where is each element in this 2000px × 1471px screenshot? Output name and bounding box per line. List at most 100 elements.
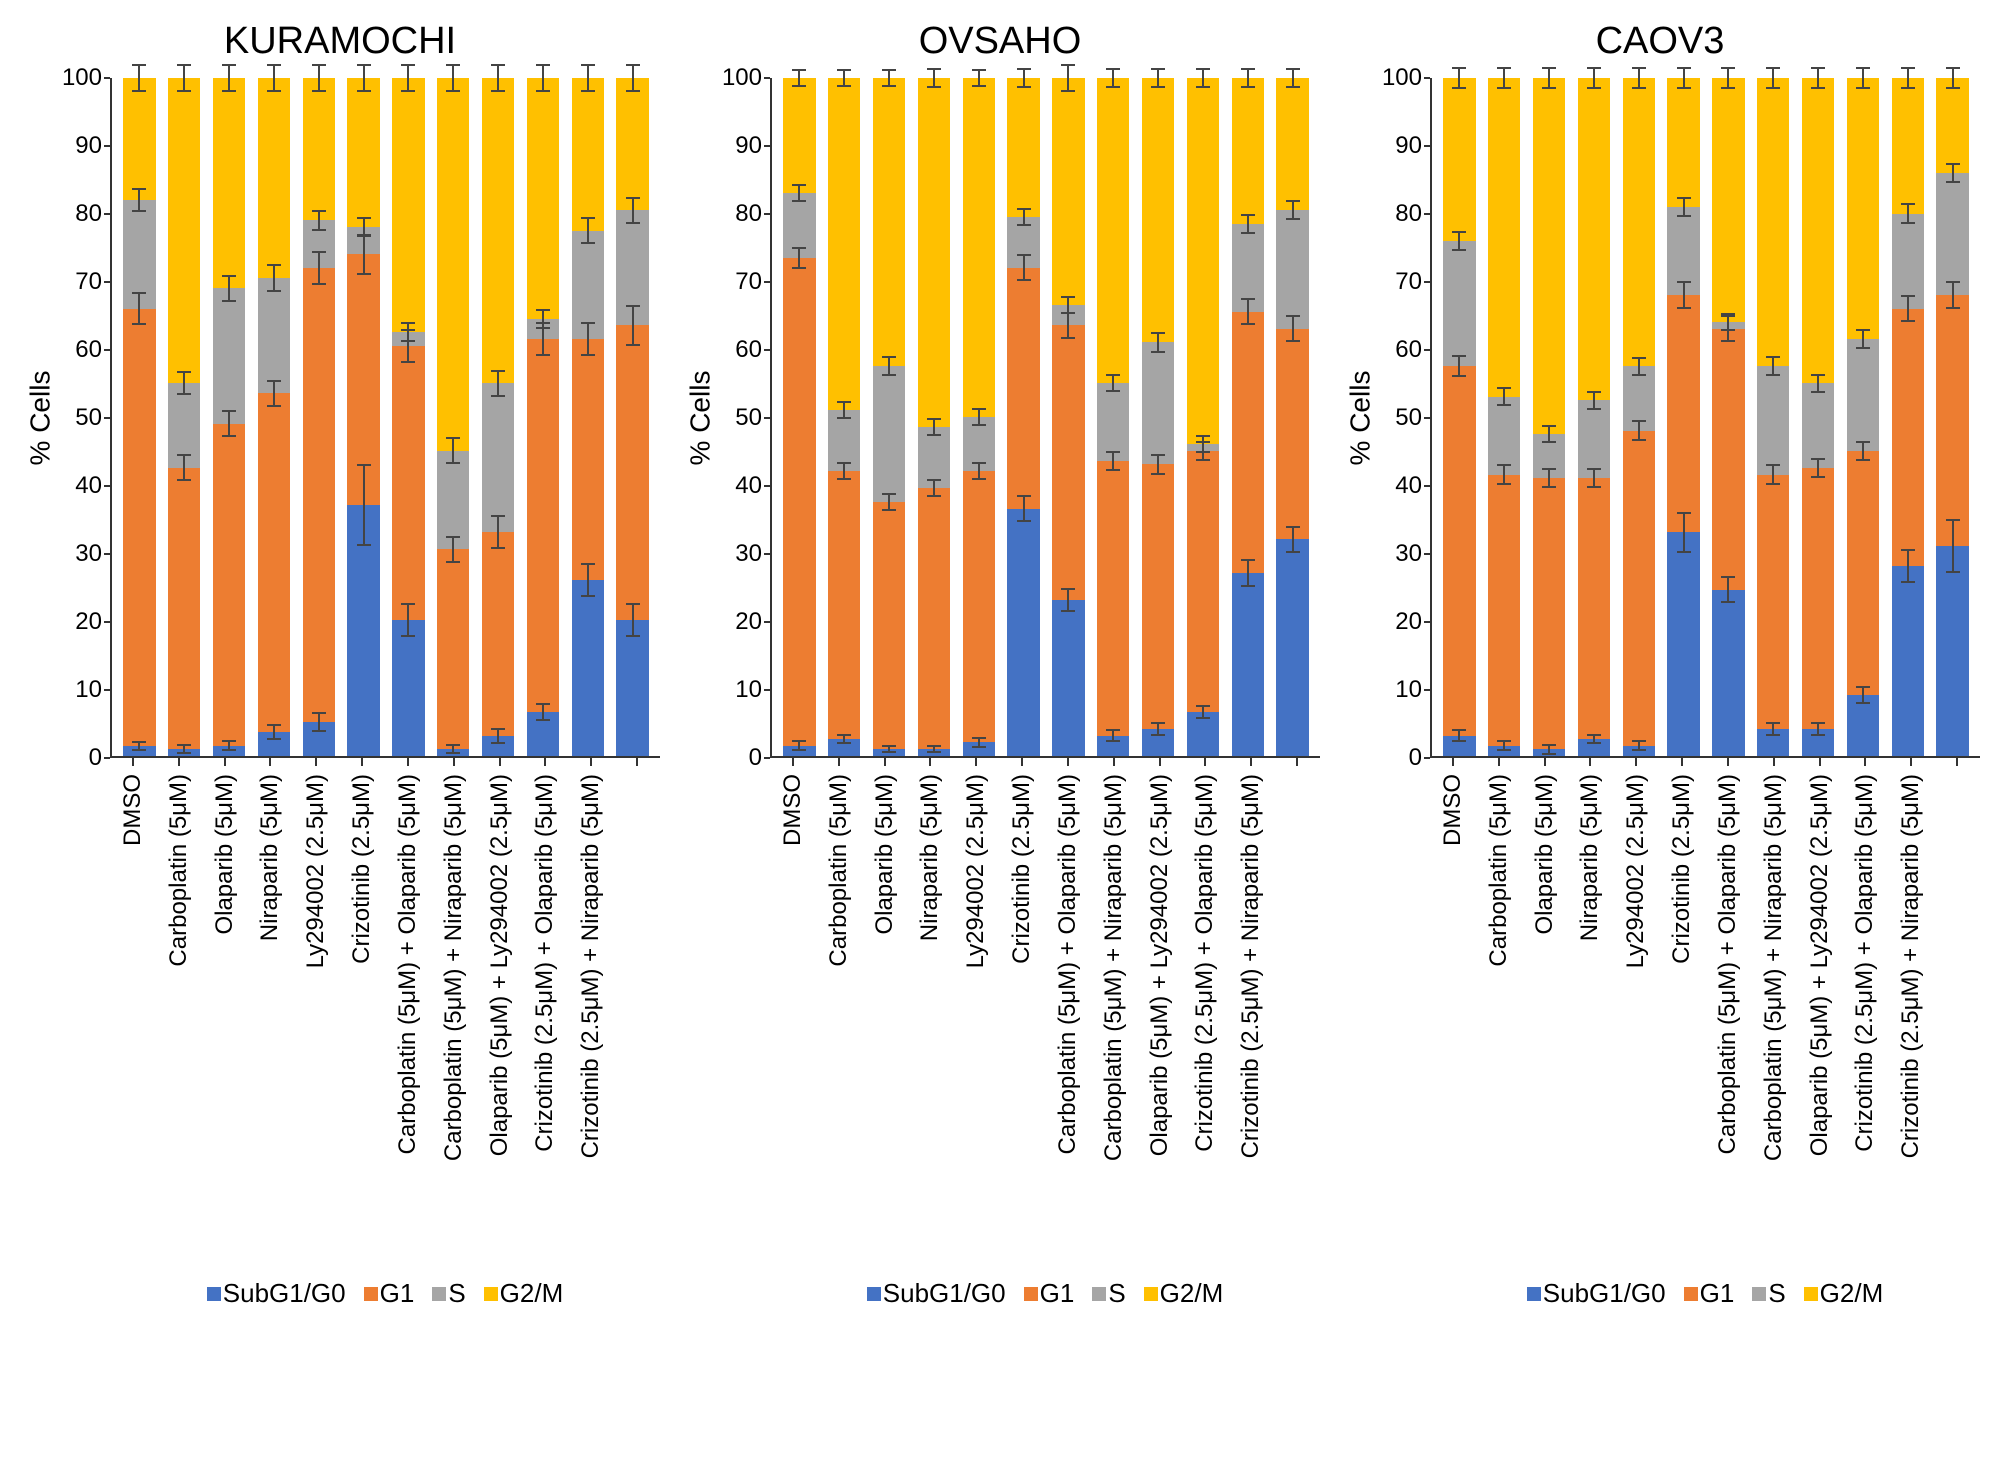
segment-subg1	[783, 746, 815, 756]
legend-item-s: S	[1752, 1278, 1785, 1309]
bar-slot	[1840, 78, 1885, 756]
y-tick-label: 30	[1395, 542, 1422, 566]
segment-s	[168, 383, 200, 468]
y-tick-label: 100	[62, 66, 102, 90]
bar-slot	[1930, 78, 1975, 756]
legend-label: S	[1768, 1278, 1785, 1309]
x-tick-mark	[792, 758, 794, 766]
legend-label: G2/M	[500, 1278, 564, 1309]
segment-subg1	[1276, 539, 1308, 756]
legend-item-s: S	[432, 1278, 465, 1309]
segment-g2m	[963, 78, 995, 417]
bar-slot	[1796, 78, 1841, 756]
stacked-bar	[1712, 78, 1744, 756]
y-tick-label: 60	[735, 338, 762, 362]
stacked-bar	[1802, 78, 1834, 756]
legend: SubG1/G0G1SG2/M	[207, 1278, 563, 1309]
segment-g2m	[1802, 78, 1834, 383]
legend-swatch	[1804, 1287, 1818, 1301]
segment-subg1	[1712, 590, 1744, 756]
bar-slot	[431, 78, 476, 756]
segment-s	[437, 451, 469, 549]
x-label: Olaparib (5μM)	[211, 774, 239, 935]
x-label-slot: Ly294002 (2.5μM)	[293, 774, 339, 1274]
y-tick-label: 50	[1395, 406, 1422, 430]
segment-g1	[258, 393, 290, 732]
segment-g1	[123, 309, 155, 746]
x-tick-mark	[1773, 758, 1775, 766]
segment-subg1	[258, 732, 290, 756]
bar-slot	[565, 78, 610, 756]
segment-subg1	[1802, 729, 1834, 756]
stacked-bar	[1667, 78, 1699, 756]
x-tick-mark	[1910, 758, 1912, 766]
x-label-slot: Ly294002 (2.5μM)	[1613, 774, 1659, 1274]
x-label: Carboplatin (5μM) + Niraparib (5μM)	[1100, 774, 1128, 1161]
segment-g1	[1007, 268, 1039, 509]
y-ticks: 0102030405060708090100	[60, 78, 110, 758]
x-label: Crizotinib (2.5μM)	[1008, 774, 1036, 964]
segment-g1	[1187, 451, 1219, 712]
y-tick-label: 100	[1382, 66, 1422, 90]
bar-slot	[476, 78, 521, 756]
segment-s	[258, 278, 290, 393]
chart-row: % Cells0102030405060708090100	[680, 78, 1320, 758]
stacked-bar	[828, 78, 860, 756]
legend-item-s: S	[1092, 1278, 1125, 1309]
bar-slot	[867, 78, 912, 756]
x-tick-mark	[1635, 758, 1637, 766]
stacked-bar	[1847, 78, 1879, 756]
segment-subg1	[1052, 600, 1084, 756]
y-tick-label: 70	[75, 270, 102, 294]
segment-g1	[572, 339, 604, 580]
x-label-slot: Crizotinib (2.5μM)	[999, 774, 1045, 1274]
segment-g1	[1276, 329, 1308, 539]
y-tick-label: 70	[735, 270, 762, 294]
segment-g1	[527, 339, 559, 712]
segment-subg1	[168, 749, 200, 756]
segment-g2m	[1712, 78, 1744, 322]
segment-subg1	[1007, 509, 1039, 756]
x-tick-mark	[590, 758, 592, 766]
x-tick-mark	[884, 758, 886, 766]
segment-s	[783, 193, 815, 257]
x-tick-slot	[907, 758, 953, 774]
segment-g1	[213, 424, 245, 746]
y-tick-label: 30	[735, 542, 762, 566]
x-tick-slot	[1045, 758, 1091, 774]
x-labels: DMSOCarboplatin (5μM)Olaparib (5μM)Nirap…	[770, 774, 1320, 1274]
y-tick-label: 80	[75, 202, 102, 226]
segment-subg1	[1936, 546, 1968, 756]
segment-s	[1052, 305, 1084, 325]
x-tick-slot	[770, 758, 816, 774]
segment-g1	[1667, 295, 1699, 532]
y-tick-label: 0	[1409, 746, 1422, 770]
stacked-bar	[1232, 78, 1264, 756]
legend-swatch	[432, 1287, 446, 1301]
x-label: Olaparib (5μM)	[1531, 774, 1559, 935]
x-ticks-row	[110, 758, 660, 774]
legend-swatch	[1684, 1287, 1698, 1301]
stacked-bar	[918, 78, 950, 756]
segment-s	[616, 210, 648, 325]
x-label: Crizotinib (2.5μM) + Niraparib (5μM)	[1897, 774, 1925, 1158]
x-tick-slot	[293, 758, 339, 774]
segment-g2m	[437, 78, 469, 451]
chart-row: % Cells0102030405060708090100	[20, 78, 660, 758]
segment-s	[1936, 173, 1968, 295]
stacked-bar	[437, 78, 469, 756]
segment-g1	[963, 471, 995, 742]
panel-1: OVSAHO% Cells0102030405060708090100DMSOC…	[680, 20, 1320, 1461]
segment-s	[1667, 207, 1699, 295]
segment-subg1	[527, 712, 559, 756]
segment-s	[1533, 434, 1565, 478]
x-tick-mark	[544, 758, 546, 766]
segment-g1	[168, 468, 200, 749]
legend-swatch	[867, 1287, 881, 1301]
bar-slot	[162, 78, 207, 756]
x-label: Crizotinib (2.5μM)	[1668, 774, 1696, 964]
x-tick-slot	[247, 758, 293, 774]
x-labels: DMSOCarboplatin (5μM)Olaparib (5μM)Nirap…	[110, 774, 660, 1274]
legend-swatch	[1752, 1287, 1766, 1301]
stacked-bar	[1533, 78, 1565, 756]
